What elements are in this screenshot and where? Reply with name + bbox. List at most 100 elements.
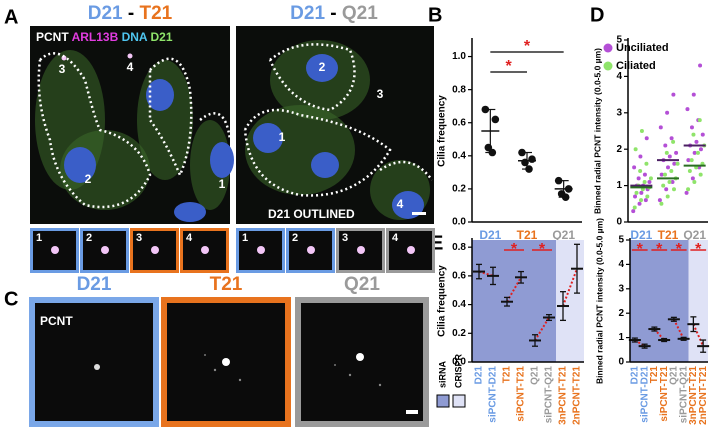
data-point — [685, 107, 690, 112]
pair-connector — [562, 268, 578, 307]
cell-number: 4 — [127, 60, 134, 74]
title-part: T21 — [140, 3, 173, 24]
significance-star: * — [539, 241, 546, 258]
data-point — [638, 154, 643, 159]
x-tick-label: siPCNT-T21 — [516, 366, 527, 422]
data-point — [697, 118, 702, 123]
data-point — [648, 176, 653, 181]
data-point — [689, 158, 694, 163]
data-point — [637, 201, 642, 206]
cell-number: 3 — [59, 62, 66, 76]
pair-connector — [692, 323, 705, 347]
data-point — [632, 205, 637, 210]
significance-star: * — [511, 241, 518, 258]
inset-spot — [257, 246, 265, 254]
data-point — [686, 187, 691, 192]
image-title: T21 — [210, 274, 243, 295]
legend-label: Unciliated — [616, 42, 669, 54]
data-point — [671, 139, 676, 144]
data-point — [698, 172, 703, 177]
cell-number: 3 — [377, 87, 384, 101]
data-point — [674, 150, 679, 155]
stain: PCNT — [36, 30, 69, 44]
data-point — [631, 209, 636, 214]
x-tick-label: T21 — [658, 228, 679, 242]
data-point — [639, 129, 644, 133]
data-point — [692, 179, 697, 184]
legend-label: siRNA — [437, 360, 447, 388]
x-tick-label: D21 — [630, 228, 652, 242]
x-tick-label: siPCNT-Q21 — [544, 366, 555, 424]
inset-spot — [357, 246, 365, 254]
significance-star: * — [695, 241, 702, 258]
title-part: Q21 — [342, 3, 378, 24]
y-tick-label: 3 — [618, 283, 624, 294]
inset-number: 3 — [342, 232, 348, 244]
inset-number: 2 — [292, 232, 298, 244]
y-tick-label: 0.4 — [452, 299, 466, 310]
legend-swatch — [603, 61, 613, 71]
data-point — [689, 125, 694, 130]
x-tick-label: siPCNT-D21 — [639, 366, 650, 423]
x-tick-label: T21 — [517, 228, 538, 242]
image-title: Q21 — [344, 274, 380, 295]
x-tick-label: Q21 — [669, 366, 680, 385]
data-point — [645, 194, 650, 199]
inset-number: 1 — [36, 232, 42, 244]
y-tick-label: 0 — [618, 357, 624, 368]
image-title: D21 - Q21 — [290, 3, 378, 24]
significance-star: * — [506, 58, 513, 75]
y-tick-label: 0.0 — [452, 217, 466, 228]
legend-label: CRISPR — [453, 353, 463, 388]
title-part: D21 — [88, 3, 123, 24]
y-tick-label: 0.2 — [452, 328, 466, 339]
y-tick-label: 0.4 — [452, 150, 466, 161]
data-point — [669, 136, 674, 141]
group-background — [556, 240, 584, 362]
data-point — [690, 176, 695, 181]
data-point — [684, 190, 689, 195]
y-tick-label: 0.8 — [452, 84, 466, 95]
micrograph: 3 4 2 1 PCNT ARL13B DNA D21 — [30, 26, 234, 224]
y-tick-label: 0.2 — [452, 184, 466, 195]
inset-spot — [101, 246, 109, 254]
panel-label: D — [590, 4, 604, 26]
y-tick-label: 2 — [616, 144, 622, 155]
cell-number: 2 — [319, 60, 326, 74]
cell-number: 4 — [397, 197, 404, 211]
x-tick-label: siPCNT-Q21 — [678, 366, 689, 424]
data-point — [657, 198, 662, 203]
pair-connector — [534, 316, 550, 341]
data-point — [695, 150, 700, 155]
inset-number: 4 — [186, 232, 193, 244]
cell-number: 1 — [219, 177, 226, 191]
y-axis-label: Binned radial PCNT intensity (0.0-5.0 µm… — [594, 218, 604, 384]
y-tick-label: 0 — [616, 217, 622, 228]
data-point — [687, 169, 692, 174]
data-point — [644, 161, 649, 166]
data-point — [675, 161, 680, 166]
x-tick-label: D21 — [474, 366, 485, 385]
data-point — [667, 179, 672, 184]
outlined-label: D21 OUTLINED — [268, 207, 355, 221]
data-point — [700, 132, 705, 137]
data-point — [633, 147, 638, 152]
x-tick-label: siPCNT-D21 — [488, 366, 499, 423]
group-background — [630, 240, 689, 362]
x-tick-label: D21 — [479, 228, 501, 242]
data-point — [663, 143, 668, 148]
data-point — [521, 158, 529, 167]
micrograph: 2 3 1 4 D21 OUTLINED — [236, 26, 434, 224]
x-tick-label: 2nPCNT-T21 — [698, 366, 709, 425]
data-point — [698, 147, 703, 152]
legend-swatch — [603, 43, 613, 53]
data-point — [647, 179, 652, 184]
stain-label: PCNT — [40, 314, 73, 328]
data-point — [664, 187, 669, 192]
data-point — [633, 194, 638, 199]
significance-star: * — [637, 241, 644, 258]
insets: 1 2 3 4 1 2 3 4 — [30, 228, 435, 273]
y-tick-label: 0.6 — [452, 271, 466, 282]
image-title: D21 — [77, 274, 112, 295]
